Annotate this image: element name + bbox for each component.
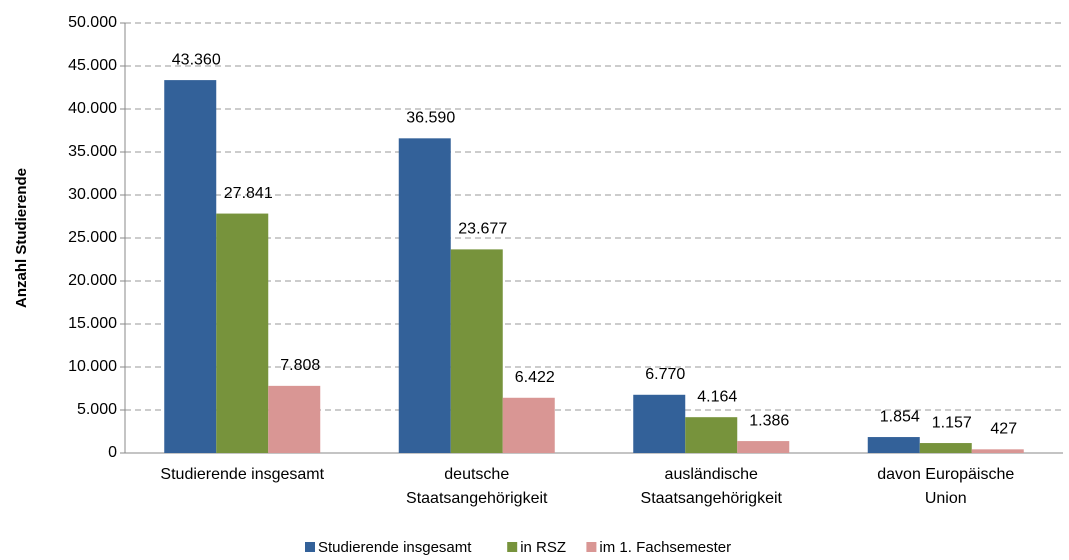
x-tick-label-line: davon Europäische xyxy=(877,466,1014,483)
legend-swatch xyxy=(305,542,315,552)
y-axis-title: Anzahl Studierende xyxy=(13,168,30,308)
legend-swatch xyxy=(586,542,597,552)
x-tick-label-line: ausländische xyxy=(665,466,759,483)
value-label: 1.386 xyxy=(749,412,789,429)
x-tick-label: deutsche Staatsangehörigkeit xyxy=(406,466,548,507)
bar xyxy=(164,80,217,453)
x-tick-label-line: Studierende insgesamt xyxy=(160,466,324,483)
value-label: 6.770 xyxy=(645,366,685,383)
legend-label: Studierende insgesamt xyxy=(318,539,472,556)
value-label: 36.590 xyxy=(406,110,455,127)
bar xyxy=(867,437,920,453)
bar xyxy=(737,441,790,453)
legend-label: im 1. Fachsemester xyxy=(599,539,731,556)
bar xyxy=(502,397,555,453)
value-label: 27.841 xyxy=(224,185,273,202)
value-label: 4.164 xyxy=(697,388,737,405)
x-tick-label: davon Europäische Union xyxy=(877,466,1014,507)
bar xyxy=(633,394,686,453)
legend-swatch xyxy=(507,542,518,552)
x-tick-label: Studierende insgesamt xyxy=(160,466,324,483)
value-label: 6.422 xyxy=(515,369,555,386)
bar xyxy=(971,449,1024,453)
value-label: 23.677 xyxy=(458,221,507,238)
y-tick-label: 25.000 xyxy=(68,229,117,246)
y-tick-label: 5.000 xyxy=(77,401,117,418)
y-tick-label: 40.000 xyxy=(68,100,117,117)
y-tick-label: 10.000 xyxy=(68,358,117,375)
x-tick-label-line: Staatsangehörigkeit xyxy=(641,490,783,507)
x-tick-label: ausländische Staatsangehörigkeit xyxy=(641,466,783,507)
bar xyxy=(268,385,321,453)
bar xyxy=(919,443,972,453)
bar xyxy=(450,249,503,453)
y-tick-label: 45.000 xyxy=(68,57,117,74)
value-label: 1.157 xyxy=(932,414,972,431)
value-label: 43.360 xyxy=(172,51,221,68)
y-tick-label: 50.000 xyxy=(68,14,117,31)
y-tick-label: 0 xyxy=(108,444,117,461)
value-label: 427 xyxy=(990,421,1017,438)
y-tick-label: 30.000 xyxy=(68,186,117,203)
y-tick-label: 20.000 xyxy=(68,272,117,289)
x-tick-label-line: Staatsangehörigkeit xyxy=(406,490,548,507)
bar xyxy=(216,213,269,453)
bar xyxy=(398,138,451,454)
value-label: 1.854 xyxy=(880,408,920,425)
legend-label: in RSZ xyxy=(520,539,566,556)
x-tick-label-line: deutsche xyxy=(444,466,509,483)
y-tick-label: 35.000 xyxy=(68,143,117,160)
x-tick-label-line: Union xyxy=(925,490,967,507)
value-label: 7.808 xyxy=(280,357,320,374)
y-tick-label: 15.000 xyxy=(68,315,117,332)
bar xyxy=(685,417,738,453)
